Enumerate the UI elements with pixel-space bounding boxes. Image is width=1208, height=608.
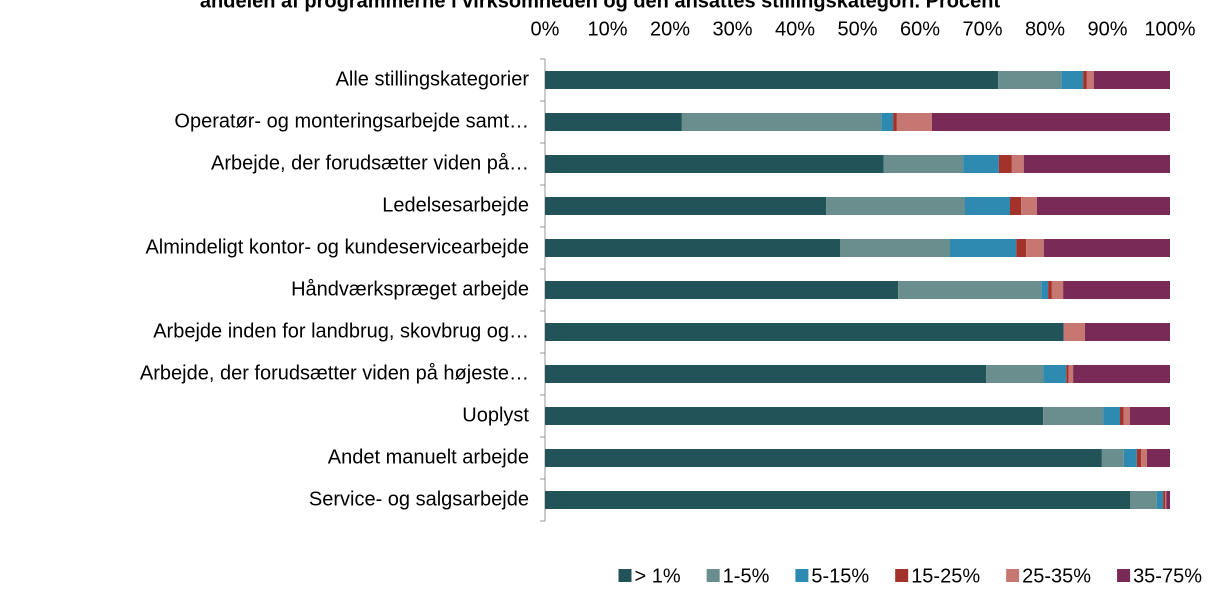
legend-swatch xyxy=(895,569,909,582)
bar-segment xyxy=(965,197,1010,215)
bar-segment xyxy=(545,281,899,299)
legend-swatch xyxy=(1006,569,1020,582)
bar-segment xyxy=(881,113,894,131)
legend-label: 1-5% xyxy=(723,565,770,587)
bar-segment xyxy=(1026,239,1044,257)
bar-segment xyxy=(1011,155,1024,173)
chart-title: andelen af programmerne i virksomheden o… xyxy=(200,0,1001,12)
bar-segment xyxy=(1048,281,1052,299)
bar-segment xyxy=(545,239,840,257)
bar-segment xyxy=(545,365,987,383)
bar-segment xyxy=(545,71,999,89)
bar-segment xyxy=(998,155,1012,173)
bar-segment xyxy=(545,449,1102,467)
bar-segment xyxy=(1130,407,1170,425)
legend-label: 5-15% xyxy=(811,565,869,587)
bar-segment xyxy=(1036,197,1170,215)
bar-segment xyxy=(545,323,1064,341)
bar-segment xyxy=(1051,281,1064,299)
bar-segment xyxy=(998,71,1062,89)
bar-segment xyxy=(1123,449,1137,467)
y-tick-label: Uoplyst xyxy=(462,404,529,426)
bar-segment xyxy=(1136,449,1142,467)
x-tick-label: 60% xyxy=(900,18,940,40)
bar-segment xyxy=(1043,365,1067,383)
x-tick-label: 40% xyxy=(775,18,815,40)
bar-segment xyxy=(545,155,884,173)
legend-swatch xyxy=(795,569,809,582)
bar-segment xyxy=(1068,365,1074,383)
x-tick-label: 10% xyxy=(587,18,627,40)
bar-segment xyxy=(893,113,897,131)
bar-segment xyxy=(1156,491,1164,509)
bar-segment xyxy=(883,155,964,173)
bar-segment xyxy=(1023,155,1170,173)
y-tick-label: Håndværkspræget arbejde xyxy=(291,278,529,300)
x-tick-label: 80% xyxy=(1025,18,1065,40)
legend-label: 25-35% xyxy=(1022,565,1091,587)
x-tick-label: 90% xyxy=(1087,18,1127,40)
legend-label: > 1% xyxy=(635,565,681,587)
bar-segment xyxy=(1083,71,1087,89)
bar-segment xyxy=(1043,239,1170,257)
y-tick-label: Arbejde, der forudsætter viden på… xyxy=(211,152,529,174)
bar-segment xyxy=(545,113,682,131)
bar-segment xyxy=(1021,197,1037,215)
bar-segment xyxy=(1016,239,1027,257)
bar-segment xyxy=(1063,281,1170,299)
bar-segment xyxy=(840,239,950,257)
bar-segment xyxy=(1066,365,1069,383)
bar-segment xyxy=(986,365,1044,383)
x-tick-label: 0% xyxy=(531,18,560,40)
bar-segment xyxy=(1166,491,1170,509)
bar-segment xyxy=(1041,281,1049,299)
y-tick-label: Service- og salgsarbejde xyxy=(309,488,529,510)
y-tick-label: Almindeligt kontor- og kundeservicearbej… xyxy=(145,236,529,258)
y-tick-label: Arbejde, der forudsætter viden på højest… xyxy=(140,362,529,384)
bar-segment xyxy=(1141,449,1147,467)
bar-segment xyxy=(1103,407,1120,425)
bar-segment xyxy=(1101,449,1124,467)
y-tick-label: Alle stillingskategorier xyxy=(336,68,530,90)
x-tick-label: 20% xyxy=(650,18,690,40)
bar-segment xyxy=(1130,491,1157,509)
legend-label: 35-75% xyxy=(1133,565,1202,587)
bar-segment xyxy=(1073,365,1170,383)
bar-segment xyxy=(826,197,965,215)
bar-segment xyxy=(1163,491,1165,509)
y-tick-label: Arbejde inden for landbrug, skovbrug og… xyxy=(153,320,529,342)
bar-segment xyxy=(1086,71,1094,89)
x-tick-label: 30% xyxy=(712,18,752,40)
y-tick-label: Operatør- og monteringsarbejde samt… xyxy=(174,110,529,132)
legend-swatch xyxy=(1117,569,1131,582)
bar-segment xyxy=(1085,323,1170,341)
bar-segment xyxy=(963,155,999,173)
bar-segment xyxy=(545,197,827,215)
x-tick-label: 50% xyxy=(837,18,877,40)
bar-segment xyxy=(1063,323,1085,341)
bar-segment xyxy=(1093,71,1170,89)
legend-label: 15-25% xyxy=(911,565,980,587)
bar-segment xyxy=(950,239,1017,257)
bar-segment xyxy=(681,113,882,131)
bar-segment xyxy=(898,281,1042,299)
y-tick-label: Andet manuelt arbejde xyxy=(328,446,529,468)
bar-segment xyxy=(1061,71,1084,89)
bar-segment xyxy=(1165,491,1167,509)
x-tick-label: 70% xyxy=(962,18,1002,40)
bar-segment xyxy=(931,113,1170,131)
bar-segment xyxy=(545,491,1130,509)
bar-segment xyxy=(545,407,1044,425)
legend-swatch xyxy=(706,569,720,582)
bar-segment xyxy=(1123,407,1130,425)
bar-segment xyxy=(896,113,932,131)
bar-segment xyxy=(1120,407,1124,425)
bar-segment xyxy=(1146,449,1170,467)
bar-segment xyxy=(1043,407,1104,425)
y-tick-label: Ledelsesarbejde xyxy=(382,194,529,216)
bar-segment xyxy=(1010,197,1022,215)
legend-swatch xyxy=(618,569,632,582)
x-tick-label: 100% xyxy=(1144,18,1195,40)
